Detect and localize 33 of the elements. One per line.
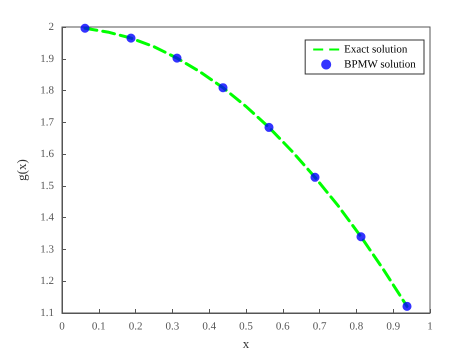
y-tick-label: 1.8 [40, 84, 54, 97]
y-tick-label: 1.5 [40, 180, 54, 192]
point [80, 24, 90, 33]
y-tick-label: 1.7 [40, 116, 54, 128]
y-tick-label: 1.9 [40, 52, 54, 65]
x-tick-label: 0.7 [312, 320, 327, 332]
x-tick-label: 0.4 [202, 320, 217, 332]
legend-label: Exact solution [344, 44, 408, 56]
x-tick-label: 0.3 [166, 320, 180, 332]
point [218, 83, 228, 92]
point [172, 54, 182, 63]
y-tick-label: 1.3 [40, 243, 54, 256]
point [356, 232, 366, 242]
x-tick-label: 0.5 [239, 320, 254, 332]
x-tick-label: 0.1 [92, 320, 106, 332]
y-tick-label: 1.4 [40, 212, 54, 224]
point [264, 122, 274, 132]
y-tick-label: 1.1 [40, 307, 54, 319]
x-tick-label: 1 [427, 320, 433, 332]
x-tick-label: 0.6 [276, 320, 290, 332]
y-tick-label: 1.6 [40, 148, 54, 160]
point [310, 172, 320, 182]
y-tick-label: 1.2 [40, 275, 54, 288]
x-tick-label: 0 [59, 320, 66, 332]
point [126, 34, 136, 43]
point [402, 302, 412, 311]
legend-label: BPMW solution [344, 58, 416, 70]
x-axis-title: x [242, 336, 250, 351]
y-axis-title: g(x) [14, 159, 29, 181]
y-tick-label: 2 [48, 21, 54, 33]
x-tick-label: 0.8 [350, 320, 364, 332]
x-tick-label: 0.2 [128, 320, 142, 332]
x-tick-label: 0.9 [386, 320, 401, 332]
